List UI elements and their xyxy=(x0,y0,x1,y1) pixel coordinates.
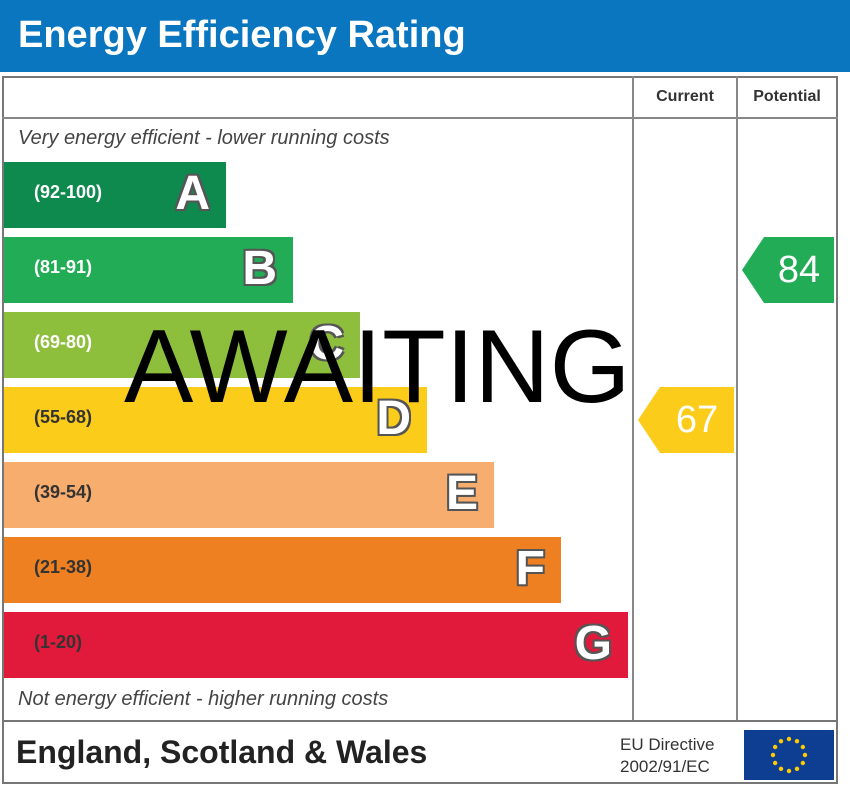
band-g: (1-20) G xyxy=(4,612,628,678)
footer-divider xyxy=(2,720,838,722)
header-bar: Energy Efficiency Rating xyxy=(0,0,850,72)
eu-star xyxy=(800,760,806,766)
potential-rating-arrow: 84 xyxy=(742,237,834,303)
current-rating-arrow: 67 xyxy=(638,387,734,453)
band-c: (69-80) C xyxy=(4,312,360,378)
band-letter-f: F xyxy=(515,542,545,595)
band-e: (39-54) E xyxy=(4,462,494,528)
band-d: (55-68) D xyxy=(4,387,427,453)
eu-star xyxy=(786,768,792,774)
current-arrow-shape xyxy=(638,387,734,453)
column-divider-current xyxy=(632,76,634,722)
current-rating-value: 67 xyxy=(675,399,719,441)
awaiting-stamp: AWAITING xyxy=(124,309,631,425)
eu-star xyxy=(778,738,784,744)
directive-line-2: 2002/91/EC xyxy=(620,757,710,776)
column-header-current: Current xyxy=(656,88,714,105)
band-range-a: (92-100) xyxy=(34,182,103,202)
band-letter-b: B xyxy=(242,242,277,295)
eu-star xyxy=(794,738,800,744)
current-arrow-fill xyxy=(638,387,734,453)
eu-star xyxy=(772,744,778,750)
potential-arrow-shape xyxy=(742,237,834,303)
header-divider xyxy=(2,117,838,119)
band-letter-e: E xyxy=(445,467,478,520)
note-inefficient: Not energy efficient - higher running co… xyxy=(18,688,389,710)
eu-star xyxy=(786,736,792,742)
band-f: (21-38) F xyxy=(4,537,561,603)
eu-star xyxy=(794,766,800,772)
column-header-potential: Potential xyxy=(753,88,821,105)
band-b: (81-91) B xyxy=(4,237,293,303)
potential-rating-value: 84 xyxy=(777,249,821,291)
eu-star xyxy=(778,766,784,772)
band-letter-g: G xyxy=(574,617,612,670)
band-range-e: (39-54) xyxy=(34,482,93,502)
eu-star xyxy=(802,752,808,758)
eu-directive-label: EU Directive 2002/91/EC xyxy=(620,734,714,778)
band-range-g: (1-20) xyxy=(34,632,83,652)
eu-star xyxy=(770,752,776,758)
eu-star xyxy=(772,760,778,766)
band-range-f: (21-38) xyxy=(34,557,93,577)
band-letter-d: D xyxy=(376,392,411,445)
band-range-d: (55-68) xyxy=(34,407,93,427)
column-divider-potential xyxy=(736,76,738,722)
note-efficient: Very energy efficient - lower running co… xyxy=(18,127,390,149)
rating-frame xyxy=(2,76,838,784)
eu-flag-icon xyxy=(744,730,834,780)
band-range-c: (69-80) xyxy=(34,332,93,352)
band-letter-c: C xyxy=(309,317,344,370)
band-letter-a: A xyxy=(175,167,210,220)
potential-arrow-fill xyxy=(742,237,834,303)
directive-line-1: EU Directive xyxy=(620,735,715,754)
page-title: Energy Efficiency Rating xyxy=(18,14,466,56)
region-label: England, Scotland & Wales xyxy=(16,734,428,770)
band-a: (92-100) A xyxy=(4,162,226,228)
band-range-b: (81-91) xyxy=(34,257,93,277)
eu-star xyxy=(800,744,806,750)
